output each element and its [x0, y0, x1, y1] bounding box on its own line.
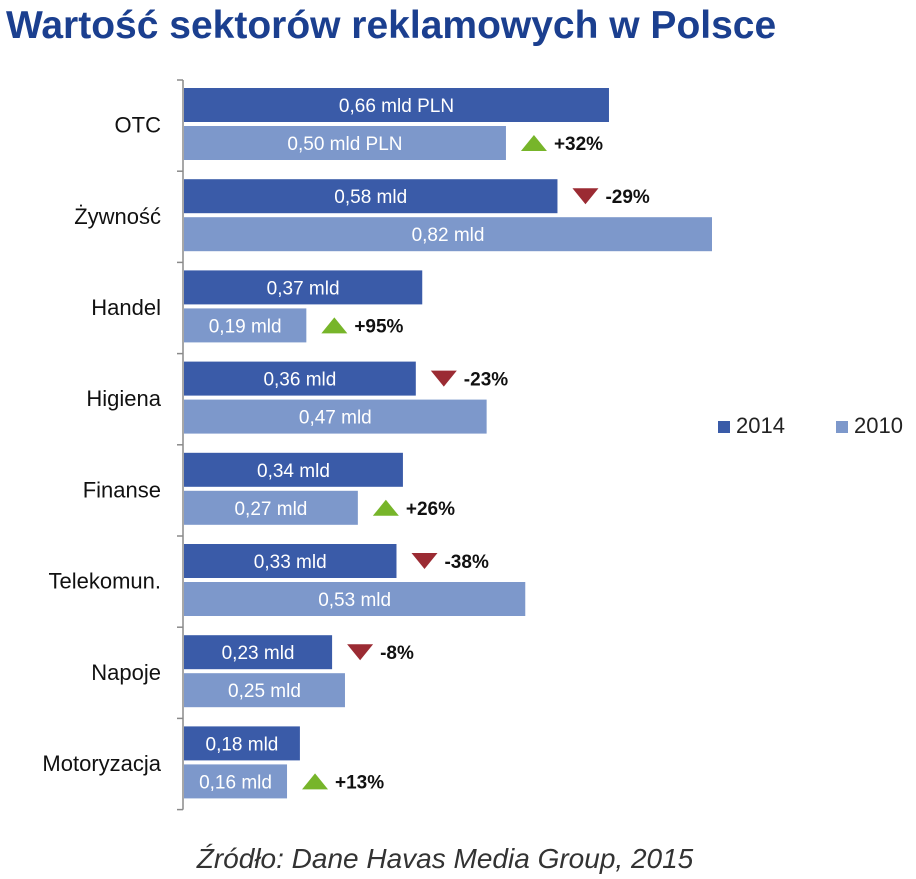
- bar-value-label: 0,25 mld: [228, 681, 301, 702]
- change-percent-label: -8%: [380, 643, 414, 664]
- change-up-arrow-icon: [520, 135, 547, 151]
- change-up-arrow-icon: [302, 773, 329, 790]
- bar-value-label: 0,34 mld: [257, 461, 330, 482]
- bar-value-label: 0,50 mld PLN: [287, 134, 402, 155]
- bar-2010: [184, 490, 358, 525]
- bar-value-label: 0,23 mld: [222, 643, 295, 664]
- bar-2010: [184, 126, 506, 160]
- change-percent-label: +26%: [406, 499, 455, 520]
- bar-value-label: 0,37 mld: [267, 278, 340, 299]
- category-label: Higiena: [86, 386, 161, 411]
- bar-value-label: 0,47 mld: [299, 408, 372, 429]
- change-percent-label: -29%: [605, 187, 649, 208]
- category-label: Żywność: [74, 204, 161, 229]
- bar-2010: [184, 308, 307, 343]
- change-down-arrow-icon: [347, 644, 374, 661]
- bar-2014: [184, 361, 416, 396]
- bar-value-label: 0,19 mld: [209, 316, 282, 337]
- bar-2010: [184, 673, 345, 708]
- change-down-arrow-icon: [411, 553, 438, 569]
- chart-title: Wartość sektorów reklamowych w Polsce: [6, 4, 776, 47]
- category-label: Napoje: [91, 660, 161, 685]
- change-up-arrow-icon: [372, 499, 399, 516]
- axis-layer: OTC Żywność Handel Higiena Finanse Telekomun.…: [42, 79, 184, 811]
- category-label: OTC: [115, 113, 162, 138]
- change-percent-label: +13%: [335, 772, 384, 793]
- category-label: Motoryzacja: [42, 751, 161, 776]
- bar-2014: [184, 88, 609, 122]
- change-percent-label: +95%: [354, 316, 403, 337]
- bar-value-label: 0,27 mld: [234, 499, 307, 520]
- bar-value-label: 0,58 mld: [334, 187, 407, 208]
- bar-value-label: 0,36 mld: [263, 370, 336, 391]
- change-up-arrow-icon: [321, 317, 348, 334]
- bar-value-label: 0,18 mld: [206, 734, 279, 755]
- bar-2014: [184, 635, 333, 670]
- category-label: Telekomun.: [48, 569, 161, 594]
- bar-value-label: 0,16 mld: [199, 772, 272, 793]
- bar-value-label: 0,82 mld: [412, 225, 485, 246]
- bar-2010: [184, 217, 712, 252]
- bars-layer: 0,66 mld PLN 0,50 mld PLN +32% 0,58 mld0,82…: [184, 88, 712, 799]
- bar-2010: [184, 399, 487, 434]
- change-percent-label: -23%: [464, 370, 508, 391]
- bar-2014: [184, 544, 397, 578]
- bar-value-label: 0,53 mld: [318, 590, 391, 611]
- category-label: Finanse: [83, 477, 161, 502]
- legend-label: 2014: [736, 413, 785, 438]
- bar-2010: [184, 582, 526, 616]
- bar-2014: [184, 726, 300, 761]
- bar-value-label: 0,66 mld PLN: [339, 96, 454, 117]
- legend-swatch-2010: [836, 421, 848, 433]
- legend-label: 2010: [854, 413, 903, 438]
- legend-swatch-2014: [718, 421, 730, 433]
- change-percent-label: +32%: [554, 134, 603, 155]
- change-down-arrow-icon: [430, 370, 457, 387]
- bar-2014: [184, 452, 403, 487]
- change-down-arrow-icon: [572, 188, 599, 205]
- bar-2010: [184, 764, 288, 799]
- bar-2014: [184, 270, 423, 305]
- source-note: Źródło: Dane Havas Media Group, 2015: [196, 843, 694, 874]
- bar-2014: [184, 179, 558, 214]
- bar-value-label: 0,33 mld: [254, 552, 327, 573]
- legend: 2014 2010: [718, 413, 903, 438]
- category-label: Handel: [91, 295, 161, 320]
- change-percent-label: -38%: [444, 552, 488, 573]
